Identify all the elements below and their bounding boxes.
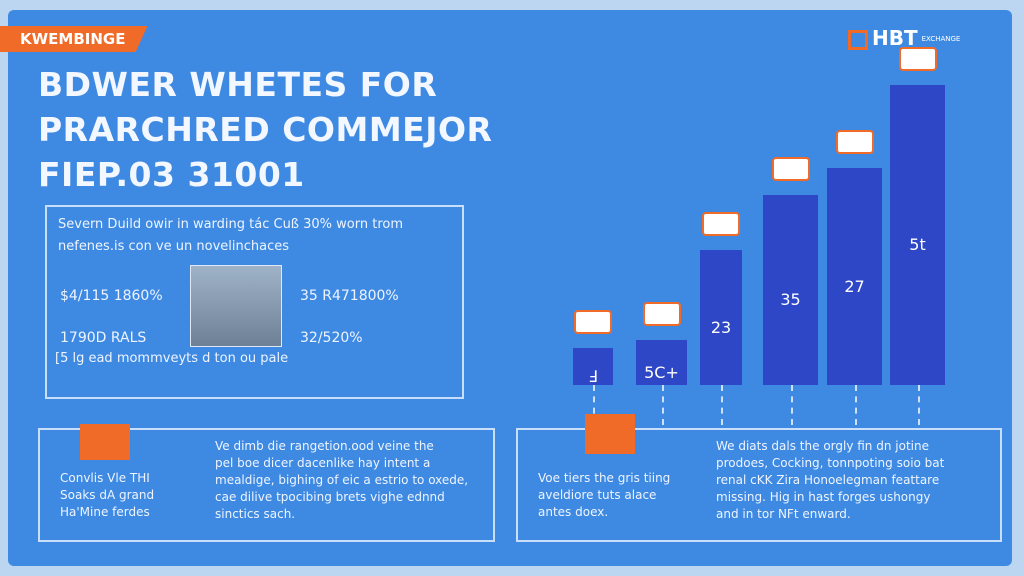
connector <box>790 385 793 425</box>
caption-line: antes doex. <box>538 505 609 519</box>
title: BDWER WHETES FOR PRARCHRED COMMEJOR FIEP… <box>38 62 492 197</box>
summary-box <box>45 205 464 399</box>
bar-label: 27 <box>844 276 865 296</box>
caption-line: Voe tiers the gris tiing <box>538 471 671 485</box>
text-line: sinctics sach. <box>215 507 296 521</box>
bar-icon <box>835 130 874 154</box>
connector <box>721 385 723 425</box>
title-line: FIEP.03 31001 <box>38 155 305 194</box>
text-line: mealdige, bighing of eic a estrio to oxe… <box>215 473 469 487</box>
panel-icon <box>80 424 130 460</box>
bar: Ⅎ <box>573 348 613 386</box>
bar-icon <box>642 302 681 326</box>
connector <box>854 385 857 425</box>
connector <box>661 385 664 425</box>
panel-box <box>516 428 1002 542</box>
summary-line: Severn Duild owir in warding tác Cuß 30%… <box>58 217 404 232</box>
panel-text: Ve dimb die rangetion.ood veine the pel … <box>215 438 468 523</box>
stat: 32/520% <box>300 330 363 346</box>
stats-right: 35 R471800% 32/520% <box>300 275 399 359</box>
title-line: BDWER WHETES FOR <box>38 65 438 104</box>
stats-left: $4/115 1860% 1790D RALS <box>60 275 163 359</box>
caption-line: Soaks dA grand <box>60 488 155 502</box>
stat: $4/115 1860% <box>60 288 163 304</box>
logo: HBT EXCHANGE <box>848 26 972 50</box>
bar-label: 5t <box>909 235 926 254</box>
text-line: cae dilive tpocibing brets vighe ednnd <box>215 490 445 504</box>
summary-line: nefenes.is con ve un novelinchaces <box>58 239 289 254</box>
caption-line: aveldiore tuts alace <box>538 488 657 502</box>
panel-icon <box>585 414 635 454</box>
panel-text: We diats dals the orgly fin dn jotine pr… <box>716 438 944 523</box>
bar-icon <box>574 310 612 334</box>
summary-text: Severn Duild owir in warding tác Cuß 30%… <box>58 214 403 258</box>
stat: 1790D RALS <box>60 330 147 346</box>
bar-label: 35 <box>780 290 801 309</box>
connector <box>917 385 920 425</box>
caption-line: Ha'Mine ferdes <box>60 505 150 519</box>
bar: 23 <box>700 250 742 385</box>
bar-label: Ⅎ <box>588 366 598 386</box>
bar-label: 23 <box>710 317 732 337</box>
text-line: and in tor NFt enward. <box>716 507 851 521</box>
logo-subtitle: EXCHANGE <box>921 35 961 43</box>
bar: 5t <box>890 85 945 385</box>
text-line: renal cKK Zira Honoelegman feattare <box>716 473 940 487</box>
bar: 5C+ <box>636 340 687 385</box>
panel-box <box>38 428 495 542</box>
text-line: Ve dimb die rangetion.ood veine the <box>215 439 434 453</box>
bar-icon <box>702 212 740 236</box>
text-line: pel boe dicer dacenlike hay intent a <box>215 456 431 470</box>
title-line: PRARCHRED COMMEJOR <box>38 110 493 149</box>
bar-label: 5C+ <box>644 362 679 382</box>
panel-caption: Convlis Vle THI Soaks dA grand Ha'Mine f… <box>60 470 154 521</box>
logo-mark: HBT <box>872 26 918 50</box>
bar: 27 <box>827 168 882 385</box>
bar-icon <box>898 47 937 71</box>
summary-note: [5 lg ead mommveyts d ton ou pale <box>55 351 289 366</box>
tag: KWEMBINGE <box>0 26 148 52</box>
text-line: missing. Hig in hast forges ushongy <box>716 490 931 504</box>
text-line: We diats dals the orgly fin dn jotine <box>716 439 929 453</box>
image <box>190 265 282 347</box>
connector <box>593 385 595 425</box>
caption-line: Convlis Vle THI <box>60 471 150 485</box>
bar-icon <box>771 157 810 181</box>
bar: 35 <box>763 195 818 385</box>
panel-caption: Voe tiers the gris tiing aveldiore tuts … <box>538 470 670 521</box>
stat: 35 R471800% <box>300 288 399 304</box>
text-line: prodoes, Cocking, tonnpoting soio bat <box>716 456 945 470</box>
